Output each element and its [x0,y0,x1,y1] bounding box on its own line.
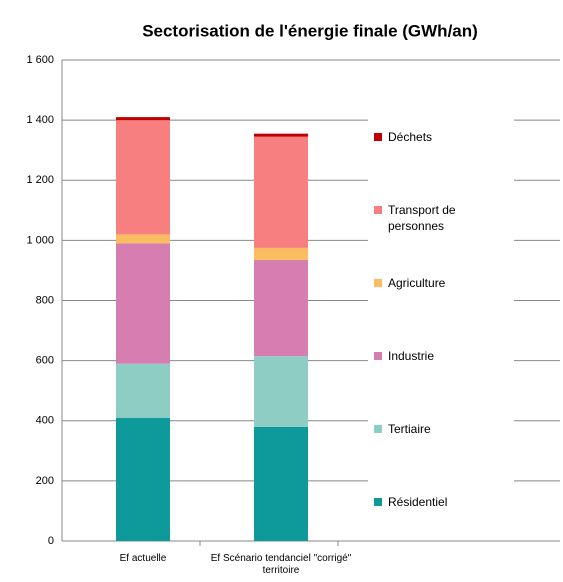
bar-segment [116,243,170,364]
y-tick-label: 1 400 [26,114,54,126]
legend-box [368,100,514,535]
y-tick-label: 600 [36,355,54,367]
bar-segment [254,247,308,260]
y-tick-label: 1 200 [26,174,54,186]
x-tick-label: Ef actuelle [119,553,167,564]
bar-segment [116,417,170,541]
y-tick-label: 1 000 [26,234,54,246]
bar-segment [254,136,308,248]
chart-title: Sectorisation de l'énergie finale (GWh/a… [142,21,478,40]
legend-swatch [374,498,382,506]
legend-label: Transport de personnes [388,203,456,233]
y-tick-label: 200 [36,475,54,487]
bar-segment [116,234,170,244]
bar-segment [116,363,170,418]
bar-segment [254,133,308,137]
legend-label: Résidentiel [388,495,448,509]
bar-segment [254,356,308,427]
y-tick-label: 1 600 [26,54,54,66]
legend-label: Tertiaire [388,422,431,436]
y-tick-label: 0 [48,535,54,547]
legend-swatch [374,206,382,214]
legend-swatch [374,133,382,141]
y-tick-label: 400 [36,415,54,427]
legend-label: Déchets [388,130,433,144]
legend-swatch [374,279,382,287]
bar-segment [116,117,170,121]
bar-segment [254,426,308,541]
legend-swatch [374,425,382,433]
bar-segment [254,259,308,357]
legend-swatch [374,352,382,360]
x-tick-label: Ef Scénario tendanciel "corrigé" territo… [210,553,352,576]
bar-segment [116,120,170,235]
y-tick-label: 800 [36,294,54,306]
legend-label: Agriculture [388,276,446,290]
legend-label: Industrie [388,349,435,363]
